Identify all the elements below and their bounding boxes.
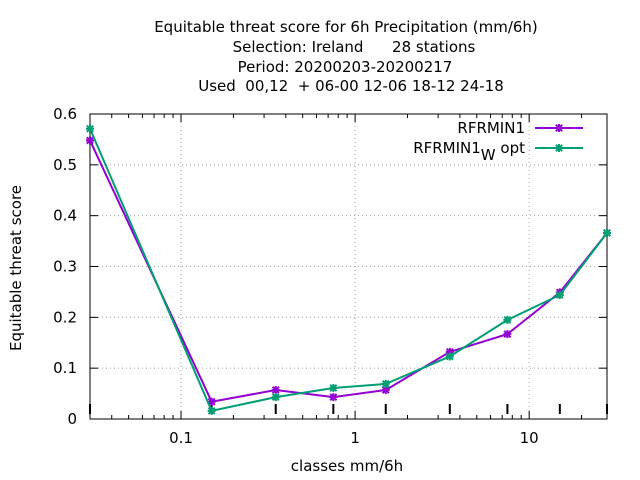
series-1-point-8 (603, 228, 611, 237)
series-0-point-6 (503, 330, 512, 339)
y-tick-label-0: 0 (67, 410, 77, 428)
series-0-point-5 (445, 347, 454, 356)
series-1-point-6 (503, 315, 512, 324)
series-0-point-1 (207, 397, 216, 406)
series-1-point-3 (329, 383, 338, 392)
y-tick-label-2: 0.2 (53, 308, 77, 326)
title-line-2: Selection: Ireland 28 stations (233, 38, 476, 56)
legend-marker-0 (555, 124, 563, 132)
legend-label-1: RFRMIN1W opt (413, 139, 525, 164)
series-0-point-4 (381, 386, 390, 395)
title-line-1: Equitable threat score for 6h Precipitat… (154, 18, 538, 36)
series-1-point-7 (555, 290, 564, 299)
series-1-point-0 (86, 124, 94, 133)
series-1-point-2 (271, 393, 280, 402)
x-tick-label-2: 10 (520, 429, 539, 447)
series-0-point-3 (329, 393, 338, 402)
y-tick-label-5: 0.5 (53, 156, 77, 174)
legend-marker-1 (555, 144, 563, 152)
x-tick-label-0: 0.1 (169, 429, 193, 447)
ticks: 0 0.1 0.2 0.3 0.4 0.5 0.6 0.1 1 10 (53, 105, 608, 447)
series-layer (86, 124, 611, 415)
legend: RFRMIN1 RFRMIN1W opt (413, 119, 583, 164)
y-tick-label-1: 0.1 (53, 359, 77, 377)
legend-entry-0: RFRMIN1 (457, 119, 583, 137)
x-axis-label: classes mm/6h (291, 457, 403, 475)
series-line-1 (89, 128, 608, 413)
series-0-point-0 (86, 136, 94, 145)
y-tick-label-3: 0.3 (53, 258, 77, 276)
legend-entry-1: RFRMIN1W opt (413, 139, 583, 164)
title-line-4: Used 00,12 + 06-00 12-06 18-12 24-18 (198, 77, 504, 95)
y-axis-label: Equitable threat score (7, 185, 25, 351)
series-1 (86, 124, 611, 415)
y-tick-label-6: 0.6 (53, 105, 77, 123)
series-0 (86, 136, 611, 406)
chart-title: Equitable threat score for 6h Precipitat… (154, 18, 538, 95)
grid (90, 114, 607, 419)
series-0-point-2 (271, 386, 280, 395)
series-1-point-1 (207, 406, 216, 415)
title-line-3: Period: 20200203-20200217 (238, 58, 453, 76)
y-tick-label-4: 0.4 (53, 207, 77, 225)
legend-label-0: RFRMIN1 (457, 119, 525, 137)
series-1-point-4 (381, 379, 390, 388)
series-1-point-5 (445, 352, 454, 361)
x-tick-label-1: 1 (350, 429, 360, 447)
